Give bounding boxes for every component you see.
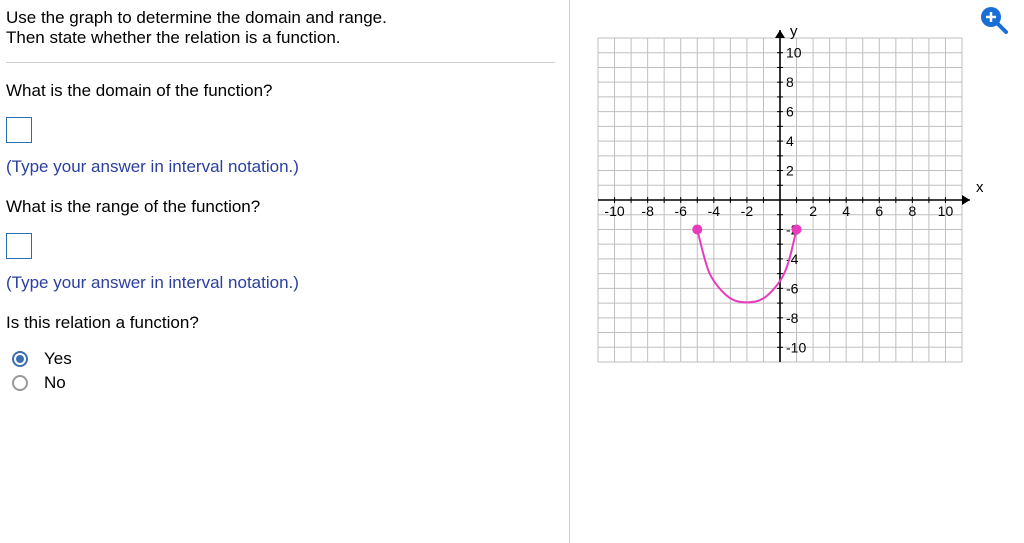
svg-text:-10: -10: [786, 339, 806, 355]
graph-panel: -10-8-6-4-2246810108642-2-4-6-8-10xy: [570, 0, 1024, 543]
radio-no-circle: [12, 375, 28, 391]
svg-text:10: 10: [786, 45, 802, 61]
zoom-in-icon[interactable]: [978, 4, 1008, 34]
radio-yes[interactable]: Yes: [12, 349, 555, 369]
svg-text:4: 4: [842, 203, 850, 219]
svg-text:-6: -6: [786, 280, 799, 296]
svg-text:x: x: [976, 179, 984, 196]
svg-text:4: 4: [786, 133, 794, 149]
svg-text:-2: -2: [741, 203, 754, 219]
svg-text:6: 6: [786, 104, 794, 120]
svg-text:y: y: [790, 23, 798, 40]
svg-text:-6: -6: [675, 203, 688, 219]
radio-no-label: No: [44, 373, 66, 393]
prompt-line2: Then state whether the relation is a fun…: [6, 28, 555, 48]
svg-text:8: 8: [786, 74, 794, 90]
radio-yes-dot: [16, 355, 24, 363]
svg-text:2: 2: [809, 203, 817, 219]
domain-question: What is the domain of the function?: [6, 81, 555, 101]
prompt-text: Use the graph to determine the domain an…: [6, 8, 555, 63]
svg-text:-8: -8: [641, 203, 654, 219]
svg-text:-4: -4: [708, 203, 721, 219]
function-question: Is this relation a function?: [6, 313, 555, 333]
prompt-line1: Use the graph to determine the domain an…: [6, 8, 555, 28]
svg-text:-10: -10: [604, 203, 624, 219]
coordinate-graph: -10-8-6-4-2246810108642-2-4-6-8-10xy: [570, 10, 990, 390]
radio-no[interactable]: No: [12, 373, 555, 393]
svg-text:-8: -8: [786, 310, 799, 326]
svg-text:8: 8: [908, 203, 916, 219]
svg-text:10: 10: [938, 203, 954, 219]
domain-hint: (Type your answer in interval notation.): [6, 157, 555, 177]
radio-group: Yes No: [6, 349, 555, 393]
range-question: What is the range of the function?: [6, 197, 555, 217]
svg-text:2: 2: [786, 163, 794, 179]
domain-input[interactable]: [6, 117, 32, 143]
radio-yes-label: Yes: [44, 349, 72, 369]
radio-yes-circle: [12, 351, 28, 367]
svg-text:6: 6: [875, 203, 883, 219]
range-hint: (Type your answer in interval notation.): [6, 273, 555, 293]
question-panel: Use the graph to determine the domain an…: [0, 0, 570, 543]
range-input[interactable]: [6, 233, 32, 259]
